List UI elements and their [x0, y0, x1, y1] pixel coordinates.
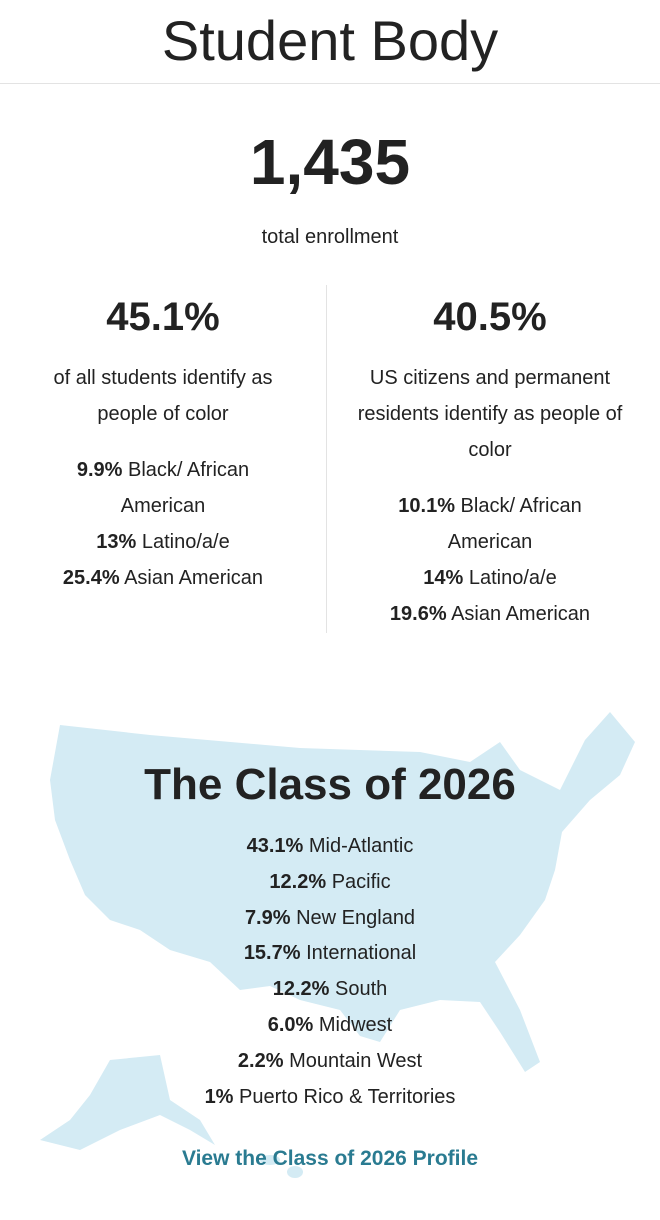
class-title: The Class of 2026 [144, 760, 516, 809]
enrollment-number: 1,435 [249, 126, 411, 198]
item-label: Asian American [451, 603, 591, 625]
stat-item: 10.1% Black/ African American [375, 488, 605, 560]
map-alaska [40, 1055, 215, 1150]
item-value: 12.2% [272, 978, 330, 1001]
stat-item: 25.4% Asian American [48, 560, 278, 596]
item-label: Latino/a/e [468, 567, 557, 589]
item-value: 15.7% [243, 942, 301, 965]
item-value: 1% [204, 1085, 234, 1108]
item-value: 13% [96, 531, 137, 553]
stat-items: 10.1% Black/ African American 14% Latino… [355, 488, 625, 632]
stat-column: 45.1% of all students identify as people… [28, 295, 298, 596]
item-label: Asian American [124, 567, 264, 589]
profile-link[interactable]: View the Class of 2026 Profile [181, 1147, 479, 1170]
class-item: 1% Puerto Rico & Territories [0, 1080, 660, 1116]
item-value: 14% [423, 567, 464, 589]
stat-item: 13% Latino/a/e [48, 524, 278, 560]
item-value: 6.0% [267, 1013, 314, 1036]
item-value: 25.4% [62, 567, 120, 589]
enrollment-label: total enrollment [261, 226, 399, 248]
class-item: 15.7% International [0, 936, 660, 972]
class-item: 12.2% South [0, 972, 660, 1008]
stat: 45.1% [106, 295, 220, 339]
item-value: 12.2% [269, 870, 327, 893]
class-item: 12.2% Pacific [0, 865, 660, 901]
item-label: Mountain West [289, 1049, 423, 1072]
stat-description: US citizens and permanent residents iden… [357, 367, 623, 461]
stat-items: 9.9% Black/ African American 13% Latino/… [28, 452, 298, 596]
map-shape [50, 712, 635, 1072]
map-hawaii [287, 1166, 303, 1178]
stat-item: 9.9% Black/ African American [48, 452, 278, 524]
stat-description: of all students identify as people of co… [53, 367, 273, 425]
stat-item: 14% Latino/a/e [375, 560, 605, 596]
item-label: Black/ African American [447, 495, 582, 553]
stat-column: 40.5% US citizens and permanent resident… [355, 295, 625, 632]
class-item: 43.1% Mid-Atlantic [0, 829, 660, 865]
item-label: International [306, 942, 417, 965]
stat-item: 19.6% Asian American [375, 596, 605, 632]
divider [0, 83, 660, 84]
item-value: 19.6% [389, 603, 447, 625]
item-label: South [335, 978, 388, 1001]
item-value: 9.9% [76, 459, 123, 481]
item-value: 10.1% [398, 495, 455, 517]
map-hawaii [260, 1155, 280, 1165]
class-item: 6.0% Midwest [0, 1008, 660, 1044]
class-items: 43.1% Mid-Atlantic 12.2% Pacific 7.9% New … [0, 829, 660, 1115]
item-label: Black/ African American [120, 459, 250, 517]
item-label: New England [296, 906, 416, 929]
item-value: 43.1% [246, 835, 304, 857]
class-item: 2.2% Mountain West [0, 1044, 660, 1080]
item-value: 2.2% [237, 1049, 284, 1072]
class-item: 7.9% New England [0, 901, 660, 937]
item-label: Puerto Rico & Territories [239, 1085, 456, 1108]
item-label: Latino/a/e [141, 531, 230, 553]
page-title: Student Body [161, 9, 499, 72]
stat: 40.5% [433, 295, 547, 339]
item-label: Midwest [318, 1013, 393, 1036]
item-label: Mid-Atlantic [308, 835, 414, 857]
column-divider [326, 285, 327, 633]
item-label: Pacific [331, 870, 391, 893]
item-value: 7.9% [244, 906, 291, 929]
